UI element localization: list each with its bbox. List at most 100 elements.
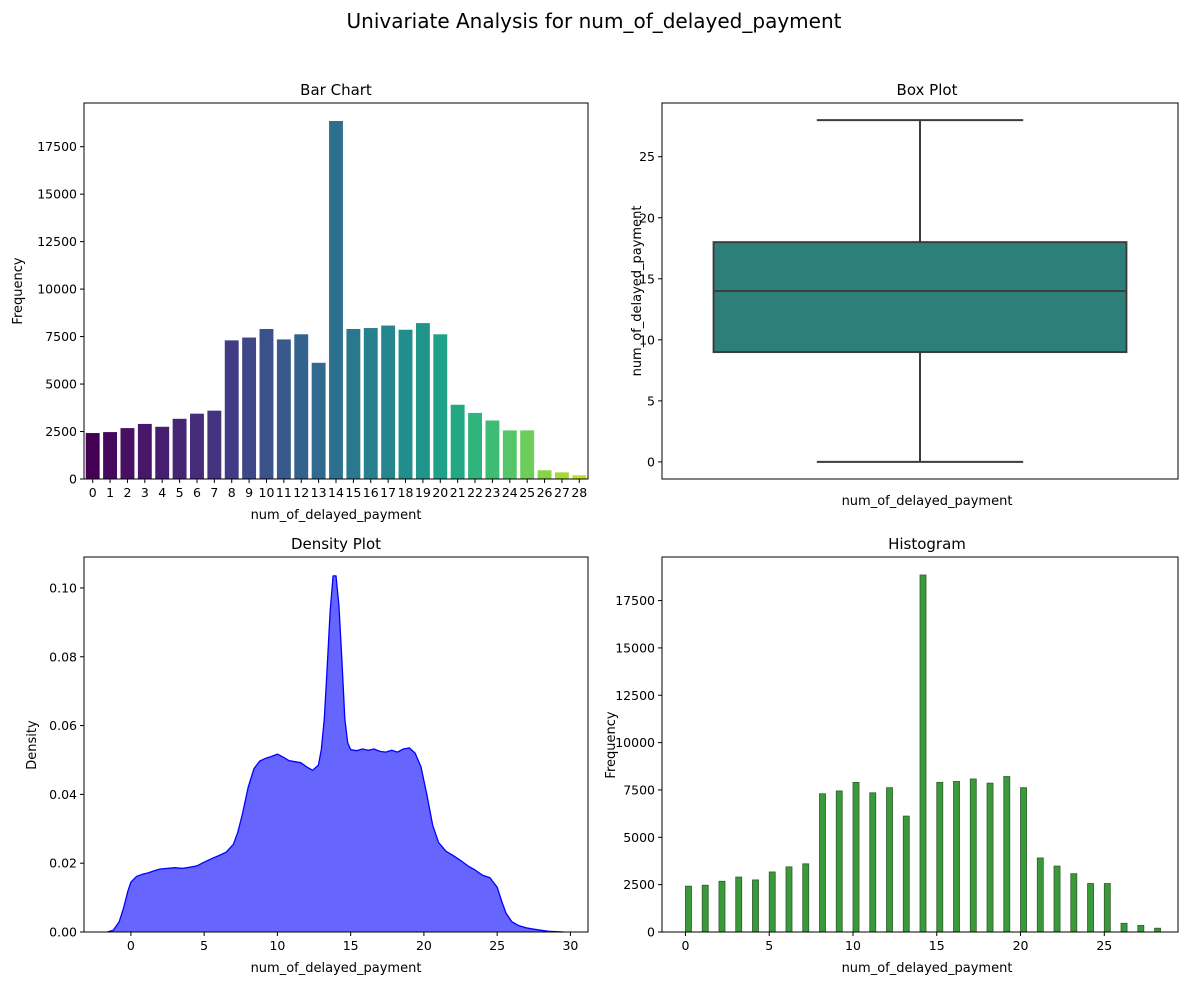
- histogram-xtick-label: 25: [1096, 938, 1112, 953]
- histogram-bar: [919, 574, 927, 933]
- density-plot-xtick-label: 10: [269, 938, 285, 953]
- histogram-xlabel: num_of_delayed_payment: [842, 961, 1013, 976]
- bar-chart-xtick-label: 8: [228, 485, 236, 500]
- box-plot-ytick-label: 5: [647, 393, 655, 408]
- bar-chart-xtick-label: 16: [363, 485, 379, 500]
- histogram-bar: [953, 781, 960, 933]
- density-plot-xtick-label: 30: [562, 938, 578, 953]
- bar: [155, 426, 170, 479]
- histogram-xtick-label: 20: [1013, 938, 1029, 953]
- bar-chart-xtick-label: 24: [502, 485, 518, 500]
- histogram-ytick-label: 10000: [615, 735, 655, 750]
- histogram-bar: [685, 885, 692, 933]
- bar: [120, 428, 135, 479]
- histogram-xtick-label: 10: [845, 938, 861, 953]
- box-plot-panel: Box Plot num_of_delayed_payment num_of_d…: [630, 81, 1179, 509]
- bar-chart-xtick-label: 21: [450, 485, 466, 500]
- bar: [415, 323, 430, 479]
- bar: [346, 328, 361, 479]
- axes-frame: [661, 102, 1179, 480]
- box-plot-ytick-label: 20: [639, 210, 655, 225]
- bar: [276, 339, 291, 479]
- density-plot-ytick-label: 0.04: [49, 787, 77, 802]
- box-plot-title: Box Plot: [897, 81, 958, 99]
- histogram-ytick-label: 15000: [615, 640, 655, 655]
- histogram-bar: [902, 815, 910, 933]
- box-plot-ylabel: num_of_delayed_payment: [630, 206, 645, 377]
- bar-chart-xtick-label: 11: [276, 485, 292, 500]
- bar: [502, 430, 517, 479]
- bar-chart-xtick-label: 27: [554, 485, 570, 500]
- density-plot-xlabel: num_of_delayed_payment: [251, 961, 422, 976]
- histogram-bar: [969, 778, 977, 933]
- histogram-bar: [1036, 857, 1044, 933]
- bar-chart-xtick-label: 1: [106, 485, 114, 500]
- density-plot-panel: Density Plot num_of_delayed_payment Dens…: [25, 535, 589, 976]
- histogram-ytick-label: 7500: [623, 782, 655, 797]
- histogram-bar: [1103, 883, 1111, 933]
- density-plot-xtick-label: 15: [343, 938, 359, 953]
- histogram-bar: [852, 781, 860, 933]
- histogram-bar: [785, 866, 793, 933]
- histogram-bar: [1003, 776, 1011, 933]
- bar-chart-xtick-label: 14: [328, 485, 344, 500]
- bar: [537, 470, 552, 479]
- bar-chart-xtick-label: 3: [141, 485, 149, 500]
- histogram-title: Histogram: [888, 535, 966, 553]
- bar-chart-xtick-label: 22: [467, 485, 483, 500]
- density-plot-xtick-label: 5: [200, 938, 208, 953]
- histogram-bar: [986, 782, 994, 933]
- bar-chart-xtick-label: 4: [158, 485, 166, 500]
- histogram-bar: [752, 879, 759, 933]
- bar: [190, 413, 204, 479]
- bar: [224, 340, 239, 479]
- density-plot-ytick-label: 0.00: [49, 925, 77, 940]
- figure-suptitle: Univariate Analysis for num_of_delayed_p…: [347, 9, 842, 33]
- box-plot-ytick-label: 25: [639, 149, 655, 164]
- bar-chart-ytick-label: 10000: [37, 282, 77, 297]
- bar: [433, 334, 448, 479]
- histogram-ytick-label: 0: [647, 925, 655, 940]
- histogram-xtick-label: 15: [929, 938, 945, 953]
- bar: [311, 362, 326, 479]
- density-area: [107, 575, 564, 932]
- histogram-ytick-label: 5000: [623, 830, 655, 845]
- bar-chart-ytick-label: 7500: [45, 329, 77, 344]
- bar: [103, 432, 118, 479]
- bar-chart-xtick-label: 17: [380, 485, 396, 500]
- histogram-bar: [1070, 873, 1078, 933]
- histogram-xtick-label: 5: [765, 938, 773, 953]
- box-plot-ytick-label: 0: [647, 454, 655, 469]
- bar: [329, 121, 343, 479]
- bar: [85, 433, 100, 479]
- bar: [450, 404, 465, 479]
- iqr-box: [712, 241, 1128, 354]
- bar-chart-xtick-label: 18: [398, 485, 414, 500]
- box-plot-xlabel: num_of_delayed_payment: [842, 494, 1013, 509]
- bar: [294, 334, 309, 479]
- histogram-bar: [1020, 787, 1027, 933]
- histogram-bar: [768, 871, 776, 933]
- box-plot-ytick-label: 10: [639, 332, 655, 347]
- axes-frame: [661, 556, 1179, 933]
- bar-chart-ytick-label: 2500: [45, 424, 77, 439]
- bar: [137, 423, 152, 479]
- histogram-bar: [718, 880, 726, 933]
- bar-chart-xtick-label: 7: [210, 485, 218, 500]
- bar-chart-xtick-label: 6: [193, 485, 201, 500]
- histogram-panel: Histogram num_of_delayed_payment Frequen…: [604, 535, 1179, 976]
- bar-chart-xtick-label: 13: [311, 485, 327, 500]
- bar-chart-ylabel: Frequency: [11, 257, 26, 324]
- bar-chart-xtick-label: 26: [537, 485, 553, 500]
- bar-chart-xtick-label: 0: [89, 485, 97, 500]
- density-plot-ytick-label: 0.10: [49, 580, 77, 595]
- bar-chart-xtick-label: 25: [519, 485, 535, 500]
- histogram-ytick-label: 12500: [615, 688, 655, 703]
- histogram-bar: [1053, 865, 1061, 933]
- bar: [207, 410, 222, 479]
- histogram-xtick-label: 0: [681, 938, 689, 953]
- bar-chart-xtick-label: 19: [415, 485, 431, 500]
- bar-chart-xtick-label: 10: [259, 485, 275, 500]
- histogram-bar: [802, 863, 810, 933]
